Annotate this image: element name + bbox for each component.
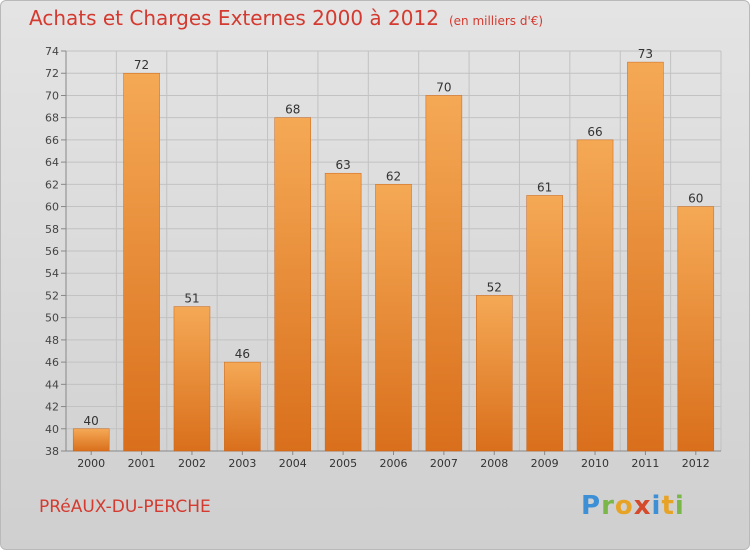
- logo-letter: t: [661, 491, 675, 521]
- data-label: 62: [386, 169, 401, 183]
- y-tick-label: 46: [45, 356, 59, 369]
- data-label: 73: [638, 47, 653, 61]
- y-tick-label: 54: [45, 267, 59, 280]
- data-label: 61: [537, 180, 552, 194]
- x-tick-label: 2000: [77, 457, 105, 470]
- town-name: PRéAUX-DU-PERCHE: [39, 497, 211, 517]
- axis-layer: 38 40 42 44 46 48 50 52 54 56 58 60 62 64 66 68 70 72 74 20…: [45, 45, 721, 470]
- data-label: 51: [184, 292, 199, 306]
- x-tick-label: 2008: [480, 457, 508, 470]
- x-tick-label: 2006: [380, 457, 408, 470]
- bar-2012: [677, 206, 715, 452]
- logo-letter: o: [614, 491, 634, 521]
- bar-2010: [576, 139, 614, 452]
- bar-2011: [627, 61, 664, 452]
- title-text: Achats et Charges Externes 2000 à 2012: [29, 6, 439, 30]
- data-label: 46: [235, 347, 250, 361]
- y-tick-label: 70: [45, 89, 59, 102]
- x-tick-label: 2002: [178, 457, 206, 470]
- y-tick-label: 40: [45, 423, 59, 436]
- bar-2007: [425, 95, 463, 452]
- y-tick-label: 56: [45, 245, 59, 258]
- data-label: 40: [84, 414, 99, 428]
- y-tick-label: 44: [45, 378, 59, 391]
- y-tick-label: 50: [45, 312, 59, 325]
- y-tick-label: 52: [45, 289, 59, 302]
- x-tick-label: 2010: [581, 457, 609, 470]
- bar-2004: [274, 117, 311, 452]
- data-label: 60: [688, 192, 703, 206]
- data-label: 63: [335, 158, 350, 172]
- y-tick-label: 68: [45, 112, 59, 125]
- bar-2000: [72, 428, 110, 452]
- x-tick-label: 2007: [430, 457, 458, 470]
- y-tick-label: 60: [45, 201, 59, 214]
- bar-2008: [476, 295, 513, 452]
- bar-2003: [224, 361, 261, 452]
- y-tick-label: 38: [45, 445, 59, 458]
- y-tick-label: 42: [45, 401, 59, 414]
- bar-2001: [123, 72, 160, 452]
- x-tick-label: 2012: [682, 457, 710, 470]
- x-tick-label: 2003: [228, 457, 256, 470]
- logo-letter: r: [601, 491, 615, 521]
- data-label: 68: [285, 103, 300, 117]
- y-tick-label: 74: [45, 45, 59, 58]
- y-tick-label: 66: [45, 134, 59, 147]
- bar-2009: [526, 195, 563, 452]
- y-tick-label: 72: [45, 67, 59, 80]
- x-tick-label: 2005: [329, 457, 357, 470]
- bar-2006: [375, 184, 412, 452]
- y-tick-label: 64: [45, 156, 59, 169]
- data-label: 52: [487, 280, 502, 294]
- data-label: 66: [587, 125, 602, 139]
- x-tick-label: 2001: [128, 457, 156, 470]
- label-layer: 40 72 51 46 68 63 62 70 52 61 66 73 60: [84, 47, 704, 428]
- x-tick-label: 2009: [531, 457, 559, 470]
- logo-letter: x: [633, 491, 652, 521]
- bar-layer: [72, 61, 715, 452]
- bar-2005: [324, 172, 362, 452]
- proxiti-logo[interactable]: Proxiti: [581, 491, 685, 521]
- y-tick-label: 48: [45, 334, 59, 347]
- chart-title: Achats et Charges Externes 2000 à 2012 (e…: [29, 6, 543, 30]
- x-tick-label: 2011: [631, 457, 659, 470]
- y-tick-label: 58: [45, 223, 59, 236]
- logo-letter: i: [651, 491, 662, 521]
- logo-letter: i: [674, 491, 685, 521]
- x-tick-label: 2004: [279, 457, 307, 470]
- data-label: 70: [436, 80, 451, 94]
- data-label: 72: [134, 58, 149, 72]
- y-tick-label: 62: [45, 178, 59, 191]
- unit-text: (en milliers d'€): [448, 14, 544, 28]
- logo-letter: P: [581, 491, 602, 521]
- bar-2002: [173, 306, 211, 452]
